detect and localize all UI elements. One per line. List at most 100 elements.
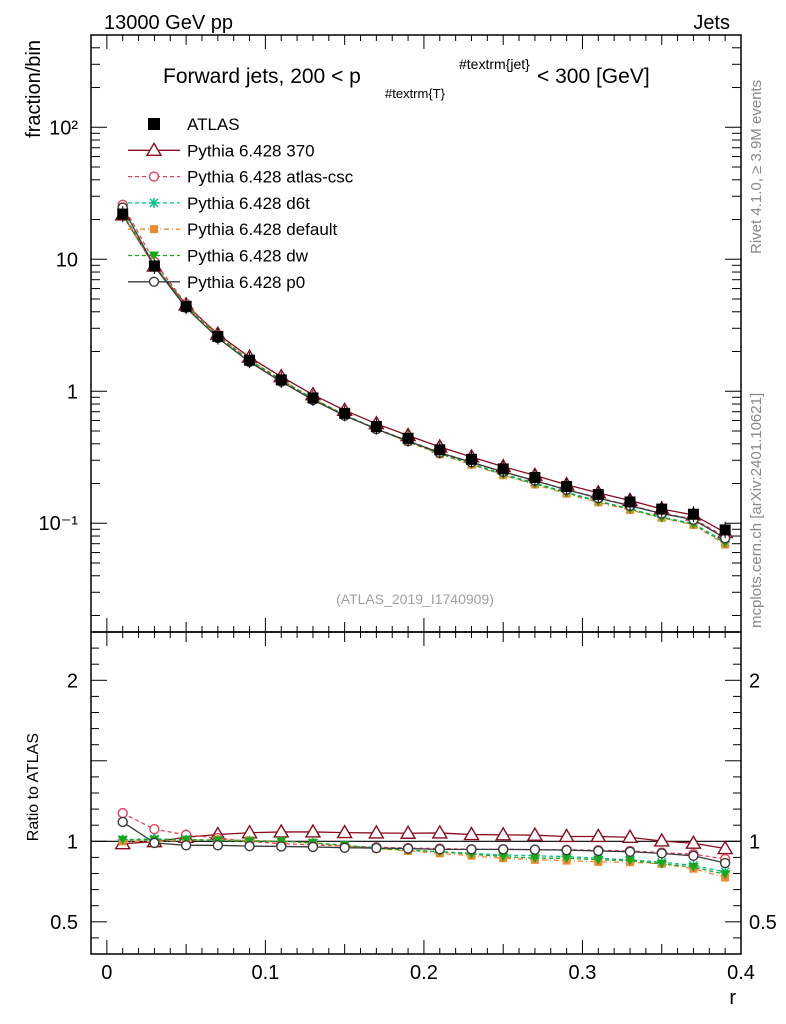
data-point — [339, 407, 351, 419]
series-0 — [114, 206, 734, 855]
chart-title-sub: #textrm{T} — [385, 86, 446, 101]
series-ratio-point — [368, 824, 385, 839]
series-ratio-point — [497, 844, 509, 855]
series-ratio-point — [624, 846, 636, 857]
legend-marker — [150, 225, 158, 234]
series-ratio-point — [336, 824, 353, 839]
y-tick-label: 1 — [67, 381, 78, 403]
series-ratio-point — [529, 854, 540, 864]
series-ratio-point — [273, 823, 290, 838]
series-line-ratio — [122, 821, 726, 864]
ratio-tick-label: 2 — [67, 670, 78, 692]
legend-marker — [149, 197, 159, 208]
legend-label: Pythia 6.428 atlas-csc — [187, 168, 354, 187]
series-ratio-point — [529, 844, 541, 855]
series-line-main — [122, 213, 726, 546]
x-tick-label: 0 — [101, 962, 112, 984]
y-tick-label: 10 — [56, 249, 78, 271]
ratio-tick-label-right: 2 — [749, 670, 760, 692]
series-ratio-point — [720, 870, 731, 880]
legend-label: Pythia 6.428 370 — [187, 141, 315, 160]
series-ratio-point — [716, 840, 734, 855]
series-ratio-point — [593, 855, 604, 865]
series-ratio-point — [212, 840, 224, 851]
series-ratio-point — [526, 826, 544, 841]
series-ratio-point — [719, 857, 731, 869]
legend-marker-data — [148, 118, 160, 130]
header-energy: 13000 GeV pp — [104, 12, 233, 34]
legend-marker — [148, 276, 160, 287]
series-ratio-point — [180, 840, 192, 851]
y-tick-label: 10² — [49, 117, 78, 139]
chart-title-main: Forward jets, 200 < p — [163, 65, 361, 88]
ratio-panel-frame — [90, 631, 742, 955]
data-point — [180, 300, 192, 312]
data-series — [117, 206, 731, 538]
series-ratio-point — [371, 842, 382, 854]
series-ratio-point — [434, 844, 445, 855]
data-point — [370, 421, 382, 433]
series-ratio-point — [466, 844, 477, 855]
series-2 — [117, 208, 731, 877]
data-point — [465, 453, 477, 465]
data-point — [624, 496, 636, 508]
series-ratio-point — [431, 824, 448, 839]
series-ratio-point — [625, 856, 636, 866]
data-point — [719, 524, 731, 536]
analysis-watermark: (ATLAS_2019_I1740909) — [336, 591, 494, 607]
legend-label: Pythia 6.428 p0 — [187, 273, 305, 292]
y-tick-label: 10⁻¹ — [39, 513, 79, 535]
ratio-tick-label-right: 0.5 — [749, 912, 777, 934]
series-ratio-point — [149, 837, 160, 849]
series-layer — [114, 199, 734, 882]
legend-marker — [145, 141, 163, 157]
series-ratio-point — [561, 854, 572, 864]
series-ratio-point — [498, 852, 509, 862]
data-point — [592, 489, 604, 501]
series-ratio-point — [244, 840, 255, 852]
data-point — [656, 503, 668, 515]
series-line-ratio — [122, 839, 726, 875]
series-ratio-point — [621, 828, 639, 843]
series-4 — [117, 209, 731, 880]
ratio-tick-label: 0.5 — [50, 912, 78, 934]
series-ratio-point — [304, 823, 322, 838]
ratio-y-axis-label: Ratio to ATLAS — [25, 733, 42, 841]
chart-title-end: < 300 [GeV] — [537, 65, 650, 88]
data-point — [148, 260, 160, 272]
data-point — [402, 432, 414, 444]
data-point — [434, 444, 446, 456]
series-ratio-point — [685, 834, 702, 849]
axis-ticks: 0 0.1 0.2 0.3 0.4 10⁻¹ 1 10 10² 0.5 0.5 1 1 2 2 — [39, 34, 777, 984]
series-ratio-point — [593, 845, 604, 857]
legend-label: Pythia 6.428 d6t — [187, 194, 310, 213]
data-point — [117, 208, 129, 220]
series-ratio-point — [656, 859, 667, 869]
data-point — [212, 330, 224, 342]
legend: ATLAS Pythia 6.428 370 Pythia 6.428 atlas-… — [128, 115, 354, 292]
series-1 — [117, 199, 731, 865]
series-5 — [117, 202, 731, 869]
x-tick-label: 0.3 — [569, 962, 597, 984]
series-ratio-point — [688, 863, 699, 873]
y-axis-label: fraction/bin — [23, 40, 45, 138]
x-tick-label: 0.4 — [727, 962, 755, 984]
series-ratio-point — [149, 824, 160, 835]
ratio-tick-label: 1 — [67, 831, 78, 853]
ratio-tick-label-right: 1 — [749, 831, 760, 853]
x-tick-label: 0.2 — [410, 962, 438, 984]
legend-label-data: ATLAS — [187, 115, 240, 134]
data-point — [244, 354, 256, 366]
data-point — [497, 463, 509, 475]
chart-title: Forward jets, 200 < p #textrm{T} #textrm… — [163, 56, 650, 101]
series-ratio-point — [558, 828, 575, 843]
legend-marker-stroke — [149, 198, 159, 208]
data-point — [275, 374, 287, 386]
x-axis-label: r — [729, 987, 736, 1009]
rivet-label: Rivet 4.1.0, ≥ 3.9M events — [748, 80, 765, 254]
series-line-ratio — [122, 831, 726, 850]
header-category: Jets — [693, 12, 730, 34]
x-tick-label: 0.1 — [251, 962, 279, 984]
series-ratio-point — [494, 826, 512, 841]
